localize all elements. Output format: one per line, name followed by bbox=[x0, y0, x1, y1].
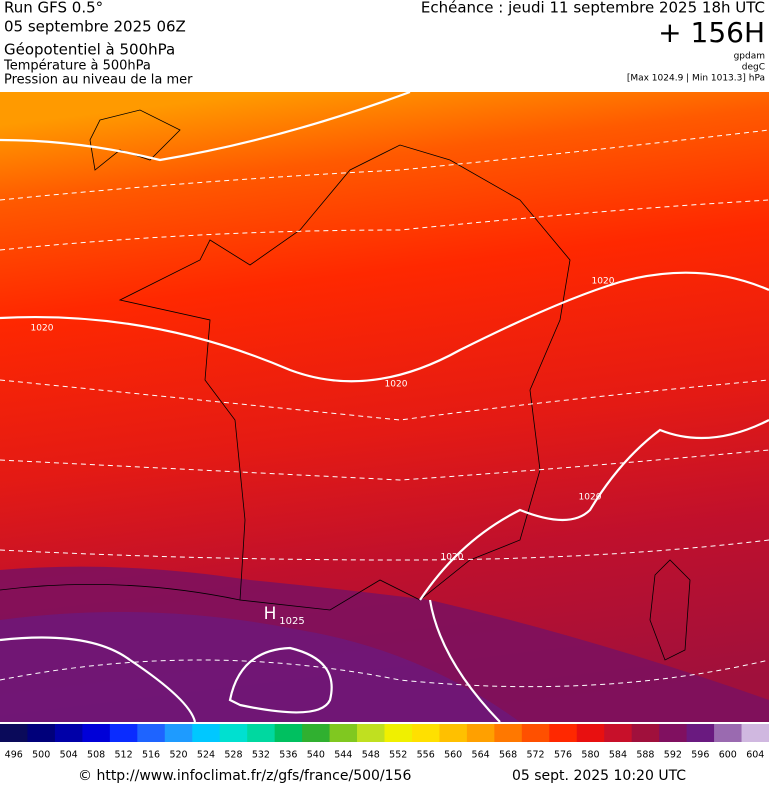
colorbar-swatch bbox=[411, 724, 440, 742]
isobar-label: H bbox=[264, 604, 277, 624]
colorbar-label: 544 bbox=[334, 750, 352, 761]
colorbar-swatch bbox=[82, 724, 111, 742]
colorbar-label: 540 bbox=[307, 750, 325, 761]
colorbar-swatch bbox=[274, 724, 303, 742]
colorbar-swatch bbox=[494, 724, 523, 742]
colorbar-swatch bbox=[357, 724, 385, 742]
colorbar-swatch bbox=[631, 724, 660, 742]
isobar-label: 1020 bbox=[592, 277, 615, 287]
layer: Géopotentiel à 500hPa bbox=[4, 41, 175, 59]
colorbar-label: 528 bbox=[224, 750, 242, 761]
colorbar: 496 500 504 508 512 516 520 524 528 532 536 540 544 5… bbox=[0, 724, 769, 761]
unit: gpdam bbox=[734, 52, 765, 62]
colorbar-swatch bbox=[604, 724, 633, 742]
colorbar-label: 572 bbox=[526, 750, 544, 761]
source-url: © http://www.infoclimat.fr/z/gfs/france/… bbox=[78, 768, 411, 784]
colorbar-swatch bbox=[302, 724, 331, 742]
colorbar-label: 520 bbox=[169, 750, 187, 761]
layer: Température à 500hPa bbox=[3, 59, 151, 74]
colorbar-label: 596 bbox=[691, 750, 709, 761]
colorbar-swatch bbox=[714, 724, 743, 742]
layer: Pression au niveau de la mer bbox=[4, 73, 193, 88]
isobar-label: 1020 bbox=[31, 324, 54, 334]
colorbar-label: 600 bbox=[719, 750, 737, 761]
colorbar-label: 508 bbox=[87, 750, 105, 761]
map: 1020 1020 1020 1020 1020 H 1025 bbox=[0, 90, 769, 723]
colorbar-swatch bbox=[741, 724, 769, 742]
colorbar-swatch bbox=[686, 724, 715, 742]
colorbar-swatch bbox=[659, 724, 688, 742]
colorbar-label: 524 bbox=[197, 750, 215, 761]
isobar-label: 1020 bbox=[579, 493, 602, 503]
colorbar-label: 552 bbox=[389, 750, 407, 761]
isotherms bbox=[0, 129, 769, 688]
unit: degC bbox=[742, 63, 765, 73]
isobar-label: 1025 bbox=[279, 616, 304, 627]
colorbar-swatch bbox=[54, 724, 83, 742]
colorbar-swatch bbox=[0, 724, 28, 742]
colorbar-swatch bbox=[192, 724, 221, 742]
colorbar-swatch bbox=[109, 724, 138, 742]
pressure-range: [Max 1024.9 | Min 1013.3] hPa bbox=[627, 74, 765, 84]
colorbar-label: 536 bbox=[279, 750, 297, 761]
run: Run GFS 0.5° bbox=[4, 0, 103, 17]
colorbar-swatch bbox=[466, 724, 495, 742]
colorbar-label: 592 bbox=[664, 750, 682, 761]
colorbar-swatch bbox=[219, 724, 248, 742]
colorbar-label: 560 bbox=[444, 750, 462, 761]
footer: © http://www.infoclimat.fr/z/gfs/france/… bbox=[78, 768, 686, 784]
colorbar-label: 556 bbox=[417, 750, 435, 761]
colorbar-label: 532 bbox=[252, 750, 270, 761]
colorbar-label: 580 bbox=[581, 750, 599, 761]
colorbar-label: 584 bbox=[609, 750, 627, 761]
colorbar-swatch bbox=[137, 724, 166, 742]
isobars bbox=[0, 90, 769, 723]
colorbar-swatch bbox=[329, 724, 358, 742]
header: Run GFS 0.5° 05 septembre 2025 06Z Géopo… bbox=[3, 0, 765, 88]
lead-time: + 156H bbox=[658, 16, 765, 49]
colorbar-label: 500 bbox=[32, 750, 50, 761]
colorbar-label: 564 bbox=[472, 750, 490, 761]
colorbar-swatch bbox=[549, 724, 578, 742]
generated-time: 05 sept. 2025 10:20 UTC bbox=[512, 768, 686, 784]
colorbar-swatch bbox=[576, 724, 605, 742]
cold-area bbox=[0, 612, 520, 722]
colorbar-label: 516 bbox=[142, 750, 160, 761]
colorbar-swatch bbox=[164, 724, 193, 742]
colorbar-swatch bbox=[521, 724, 550, 742]
colorbar-label: 576 bbox=[554, 750, 572, 761]
run-date: 05 septembre 2025 06Z bbox=[4, 18, 186, 36]
colorbar-label: 588 bbox=[636, 750, 654, 761]
colorbar-label: 604 bbox=[746, 750, 764, 761]
colorbar-swatch bbox=[439, 724, 468, 742]
colorbar-label: 548 bbox=[362, 750, 380, 761]
colorbar-label: 504 bbox=[60, 750, 78, 761]
echeance: Echéance : jeudi 11 septembre 2025 18h U… bbox=[421, 0, 765, 17]
isobar-label: 1020 bbox=[385, 380, 408, 390]
colorbar-label: 512 bbox=[115, 750, 133, 761]
colorbar-swatch bbox=[247, 724, 276, 742]
colorbar-swatch bbox=[384, 724, 413, 742]
colorbar-label: 496 bbox=[5, 750, 23, 761]
colorbar-label: 568 bbox=[499, 750, 517, 761]
colorbar-swatch bbox=[27, 724, 56, 742]
isobar-label: 1020 bbox=[441, 553, 464, 563]
